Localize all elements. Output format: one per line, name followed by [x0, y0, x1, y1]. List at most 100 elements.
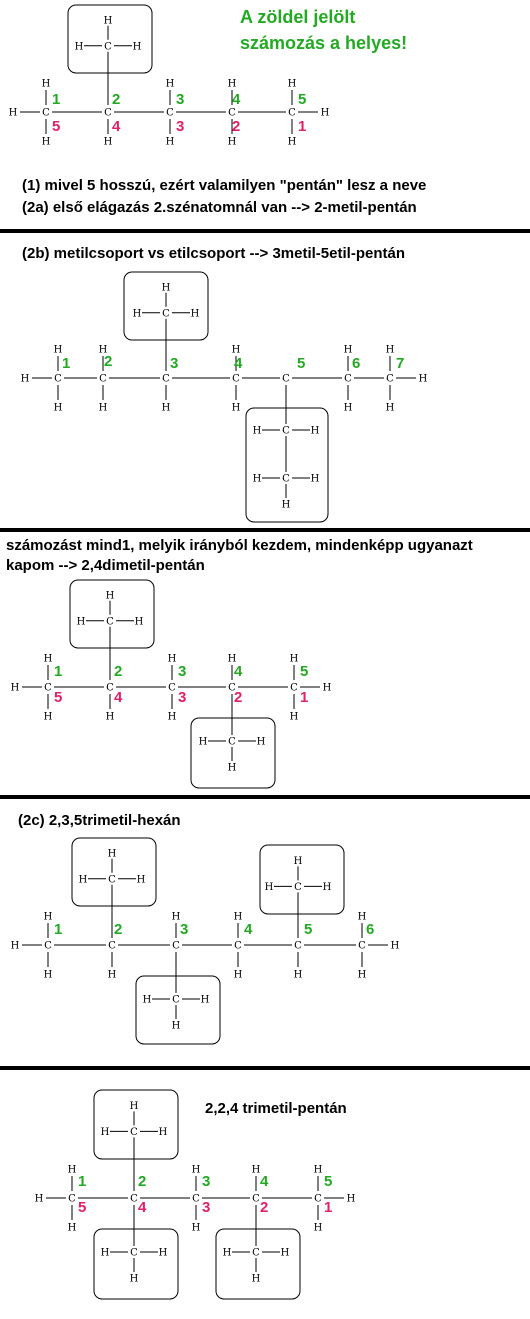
pink-number: 3: [176, 118, 184, 135]
hydrogen-atom: H: [54, 403, 63, 414]
hydrogen-atom: H: [294, 856, 303, 867]
hydrogen-atom: H: [253, 474, 262, 485]
hydrogen-atom: H: [281, 1248, 290, 1259]
substituent-box: [190, 717, 276, 789]
carbon-atom: C: [294, 941, 302, 952]
hydrogen-atom: H: [199, 737, 208, 748]
green-number: 4: [232, 91, 241, 108]
hydrogen-atom: H: [162, 403, 171, 414]
hydrogen-atom: H: [344, 403, 353, 414]
hydrogen-atom: H: [344, 345, 353, 356]
carbon-atom: C: [228, 108, 236, 119]
carbon-atom: C: [42, 108, 50, 119]
carbon-atom: C: [282, 474, 290, 485]
carbon-atom: C: [54, 374, 62, 385]
pink-number: 3: [178, 689, 186, 706]
hydrogen-atom: H: [386, 345, 395, 356]
section-5-line-1: 2,2,4 trimetil-pentán: [205, 1100, 347, 1117]
substituent-box: [71, 837, 157, 907]
carbon-atom: C: [108, 874, 116, 885]
hydrogen-atom: H: [223, 1248, 232, 1259]
hydrogen-atom: H: [106, 590, 115, 601]
green-number: 5: [324, 1173, 332, 1190]
hydrogen-atom: H: [288, 137, 297, 148]
carbon-atom: C: [108, 941, 116, 952]
hydrogen-atom: H: [192, 1223, 201, 1234]
substituent-box: [135, 975, 221, 1045]
hydrogen-atom: H: [11, 683, 20, 694]
pink-number: 1: [300, 689, 308, 706]
hydrogen-atom: H: [282, 500, 291, 511]
carbon-atom: C: [172, 995, 180, 1006]
hydrogen-atom: H: [168, 712, 177, 723]
hydrogen-atom: H: [68, 1223, 77, 1234]
carbon-atom: C: [252, 1248, 260, 1259]
hydrogen-atom: H: [358, 970, 367, 981]
green-number: 6: [366, 921, 374, 938]
divider-3: [0, 795, 530, 799]
carbon-atom: C: [106, 616, 114, 627]
carbon-atom: C: [130, 1127, 138, 1138]
hydrogen-atom: H: [166, 137, 175, 148]
pink-number: 5: [52, 118, 60, 135]
carbon-atom: C: [232, 374, 240, 385]
carbon-atom: C: [358, 941, 366, 952]
hydrogen-atom: H: [314, 1165, 323, 1176]
green-number: 1: [62, 355, 70, 372]
carbon-atom: C: [44, 683, 52, 694]
substituent-box: [259, 844, 345, 915]
green-number: 4: [234, 355, 243, 372]
hydrogen-atom: H: [108, 848, 117, 859]
carbon-atom: C: [228, 737, 236, 748]
green-number: 2: [114, 921, 122, 938]
hydrogen-atom: H: [294, 970, 303, 981]
carbon-atom: C: [344, 374, 352, 385]
hydrogen-atom: H: [228, 654, 237, 665]
green-number: 3: [170, 355, 178, 372]
section-1-line-1: (1) mivel 5 hosszú, ezért valamilyen "pe…: [22, 177, 427, 194]
hydrogen-atom: H: [347, 1194, 356, 1205]
hydrogen-atom: H: [234, 970, 243, 981]
hydrogen-atom: H: [42, 79, 51, 90]
hydrogen-atom: H: [232, 403, 241, 414]
hydrogen-atom: H: [228, 763, 237, 774]
pink-number: 2: [260, 1199, 268, 1216]
hydrogen-atom: H: [42, 137, 51, 148]
hydrogen-atom: H: [133, 308, 142, 319]
hydrogen-atom: H: [321, 108, 330, 119]
carbon-atom: C: [314, 1194, 322, 1205]
note-line-2: számozás a helyes!: [240, 33, 408, 53]
hydrogen-atom: H: [159, 1127, 168, 1138]
hydrogen-atom: H: [257, 737, 266, 748]
carbon-atom: C: [294, 882, 302, 893]
green-number: 3: [178, 663, 186, 680]
hydrogen-atom: H: [108, 970, 117, 981]
hydrogen-atom: H: [201, 995, 210, 1006]
green-number: 1: [52, 91, 60, 108]
hydrogen-atom: H: [137, 874, 146, 885]
hydrogen-atom: H: [358, 912, 367, 923]
carbon-atom: C: [104, 41, 112, 52]
hydrogen-atom: H: [323, 882, 332, 893]
molecule-s1: C C C C CH HH H H HH H H H HCH HH1 2 3 4 55 4 3 2 1: [9, 4, 330, 148]
hydrogen-atom: H: [228, 137, 237, 148]
hydrogen-atom: H: [130, 1274, 139, 1285]
hydrogen-atom: H: [104, 137, 113, 148]
green-number: 4: [260, 1173, 269, 1190]
substituent-box: [215, 1228, 301, 1300]
hydrogen-atom: H: [386, 403, 395, 414]
hydrogen-atom: H: [323, 683, 332, 694]
green-number: 3: [180, 921, 188, 938]
carbon-atom: C: [166, 108, 174, 119]
hydrogen-atom: H: [130, 1101, 139, 1112]
hydrogen-atom: H: [79, 874, 88, 885]
hydrogen-atom: H: [232, 345, 241, 356]
green-number: 3: [176, 91, 184, 108]
divider-1: [0, 229, 530, 233]
green-number: 2: [104, 353, 112, 370]
hydrogen-atom: H: [168, 654, 177, 665]
substituent-box: [93, 1089, 179, 1160]
hydrogen-atom: H: [54, 345, 63, 356]
